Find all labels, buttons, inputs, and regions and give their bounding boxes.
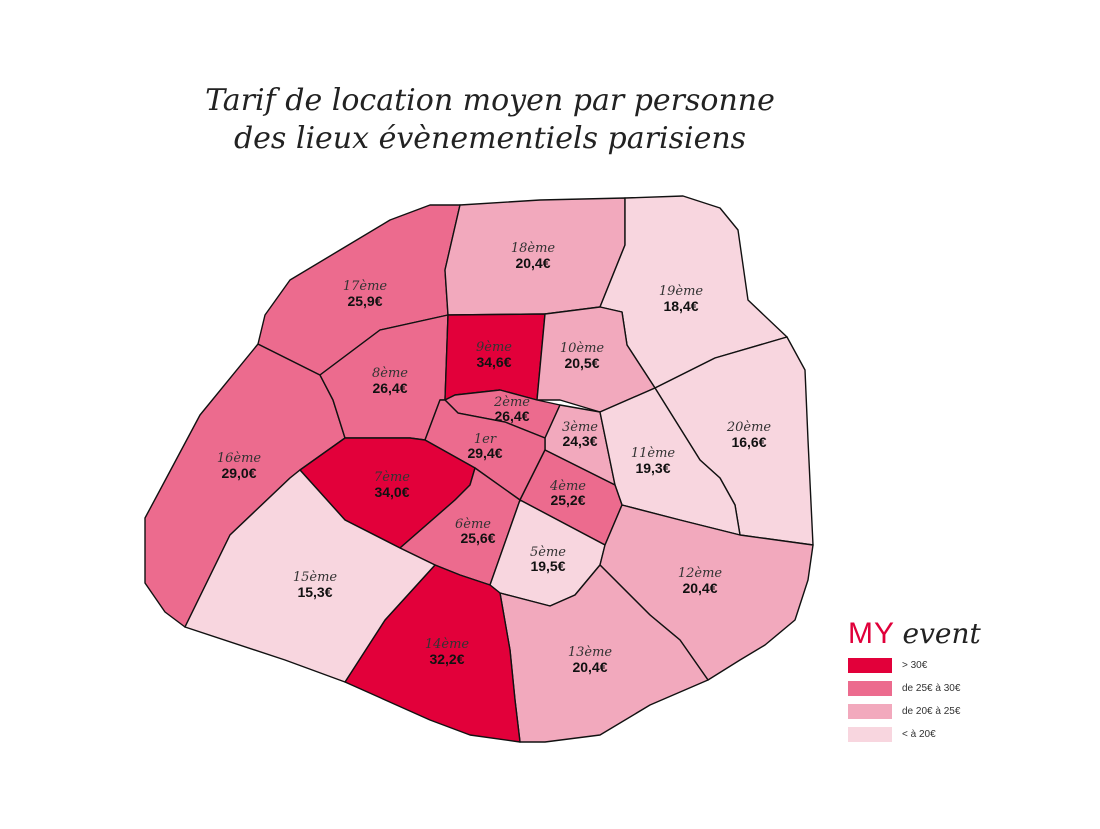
legend-label: < à 20€: [902, 728, 936, 740]
arrondissement-7-value: 34,0€: [374, 484, 409, 500]
arrondissement-19-value: 18,4€: [663, 298, 698, 314]
legend-item: de 25€ à 30€: [848, 680, 960, 696]
brand-event-text: event: [902, 617, 981, 650]
arrondissement-20-label: 20ème 16,6€: [726, 420, 772, 450]
legend: > 30€ de 25€ à 30€ de 20€ à 25€ < à 20€: [848, 657, 960, 749]
arrondissement-labels: 1er 29,4€ 2ème 26,4€ 3ème 24,3€ 4ème 25,…: [217, 241, 772, 675]
arrondissement-18-value: 20,4€: [515, 255, 550, 271]
arrondissement-7-name: 7ème: [374, 470, 410, 485]
legend-label: de 20€ à 25€: [902, 705, 961, 717]
arrondissement-6-name: 6ème: [455, 517, 491, 532]
arrondissement-15-shape[interactable]: [184, 469, 436, 683]
arrondissement-20-value: 16,6€: [731, 434, 766, 450]
arrondissement-14-name: 14ème: [425, 637, 470, 652]
arrondissement-4-label: 4ème 25,2€: [549, 479, 586, 508]
arrondissement-14-value: 32,2€: [429, 651, 464, 667]
arrondissement-20-name: 20ème: [726, 420, 772, 435]
legend-item: > 30€: [848, 657, 960, 673]
arrondissement-18-name: 18ème: [511, 241, 556, 256]
brand-my-text: MY: [848, 617, 895, 650]
arrondissement-7-label: 7ème 34,0€: [374, 470, 410, 500]
arrondissement-5-label: 5ème 19,5€: [530, 545, 566, 574]
arrondissement-17-value: 25,9€: [347, 293, 382, 309]
arrondissement-5-value: 19,5€: [530, 558, 565, 574]
legend-label: > 30€: [902, 659, 928, 671]
legend-swatch: [848, 657, 892, 673]
map-title-line-2: des lieux évènementiels parisiens: [233, 121, 747, 156]
arrondissement-13-label: 13ème 20,4€: [568, 645, 613, 675]
arrondissement-12-name: 12ème: [678, 566, 723, 581]
arrondissement-13-name: 13ème: [568, 645, 613, 660]
arrondissement-4-name: 4ème: [549, 479, 586, 494]
arrondissement-13-value: 20,4€: [572, 659, 607, 675]
arrondissement-14-label: 14ème 32,2€: [425, 637, 470, 667]
arrondissement-12-value: 20,4€: [682, 580, 717, 596]
arrondissement-17-name: 17ème: [343, 279, 388, 294]
arrondissement-19-label: 19ème 18,4€: [659, 284, 704, 314]
legend-item: < à 20€: [848, 726, 960, 742]
arrondissement-3-value: 24,3€: [562, 433, 597, 449]
legend-swatch: [848, 726, 892, 742]
arrondissement-10-name: 10ème: [560, 341, 605, 356]
arrondissement-17-label: 17ème 25,9€: [343, 279, 388, 309]
arrondissement-11-label: 11ème 19,3€: [631, 446, 676, 476]
legend-swatch: [848, 680, 892, 696]
arrondissement-15-label: 15ème 15,3€: [293, 570, 338, 600]
arrondissement-9-value: 34,6€: [476, 354, 511, 370]
legend-label: de 25€ à 30€: [902, 682, 961, 694]
arrondissement-8-label: 8ème 26,4€: [372, 366, 408, 396]
arrondissement-15-name: 15ème: [293, 570, 338, 585]
legend-item: de 20€ à 25€: [848, 703, 960, 719]
arrondissement-12-label: 12ème 20,4€: [678, 566, 723, 596]
arrondissement-13-shape[interactable]: [499, 564, 709, 743]
arrondissement-16-value: 29,0€: [221, 465, 256, 481]
arrondissement-6-value: 25,6€: [460, 530, 495, 546]
arrondissement-19-name: 19ème: [659, 284, 704, 299]
arrondissement-1-value: 29,4€: [467, 445, 502, 461]
arrondissement-1-label: 1er 29,4€: [467, 432, 502, 461]
arrondissement-15-value: 15,3€: [297, 584, 332, 600]
arrondissement-9-name: 9ème: [476, 340, 512, 355]
legend-swatch: [848, 703, 892, 719]
arrondissement-2-name: 2ème: [493, 395, 530, 410]
map-title: Tarif de location moyen par personne des…: [130, 82, 850, 158]
map-title-line-1: Tarif de location moyen par personne: [205, 83, 775, 118]
brand-logo: MY event: [848, 616, 981, 652]
arrondissement-16-name: 16ème: [217, 451, 262, 466]
arrondissement-18-label: 18ème 20,4€: [511, 241, 556, 271]
arrondissement-8-value: 26,4€: [372, 380, 407, 396]
arrondissement-10-label: 10ème 20,5€: [560, 341, 605, 371]
arrondissement-6-label: 6ème 25,6€: [455, 517, 496, 546]
arrondissement-10-value: 20,5€: [564, 355, 599, 371]
arrondissement-11-value: 19,3€: [635, 460, 670, 476]
arrondissement-9-label: 9ème 34,6€: [476, 340, 512, 370]
arrondissement-3-name: 3ème: [562, 420, 598, 435]
arrondissement-3-label: 3ème 24,3€: [562, 420, 598, 449]
arrondissement-2-value: 26,4€: [494, 408, 529, 424]
arrondissement-5-name: 5ème: [530, 545, 566, 560]
arrondissement-1-name: 1er: [474, 432, 497, 447]
arrondissement-16-label: 16ème 29,0€: [217, 451, 262, 481]
arrondissement-11-name: 11ème: [631, 446, 676, 461]
arrondissement-8-name: 8ème: [372, 366, 408, 381]
arrondissement-2-label: 2ème 26,4€: [493, 395, 530, 424]
arrondissement-4-value: 25,2€: [550, 492, 585, 508]
